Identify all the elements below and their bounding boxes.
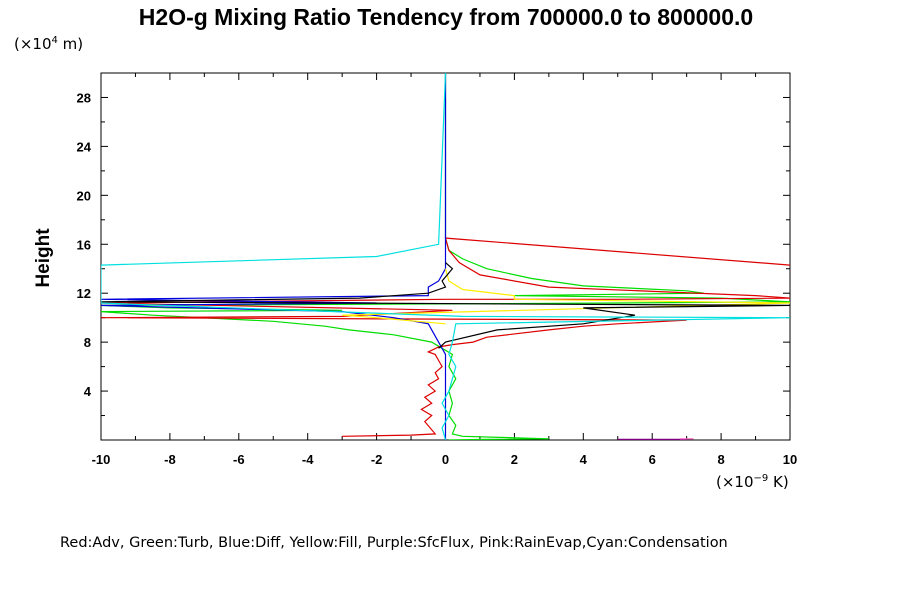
series-line-condensation: [101, 73, 790, 440]
x-tick-label: -2: [371, 452, 383, 467]
series-line-fill: [342, 268, 790, 325]
y-tick-label: 16: [77, 237, 91, 252]
series-line-diff: [101, 73, 447, 440]
x-tick-label: 6: [649, 452, 656, 467]
x-tick-label: -6: [233, 452, 245, 467]
x-tick-label: -4: [302, 452, 314, 467]
x-tick-label: 4: [580, 452, 588, 467]
x-unit-label: (×10−9 K): [716, 473, 789, 491]
series-line-adv: [101, 237, 790, 437]
y-tick-label: 12: [77, 286, 91, 301]
y-unit-label: (×104 m): [14, 35, 83, 53]
y-tick-label: 8: [84, 335, 91, 350]
y-tick-label: 4: [84, 384, 92, 399]
x-tick-label: -8: [164, 452, 176, 467]
x-tick-label: 0: [442, 452, 449, 467]
y-axis-label: Height: [33, 228, 54, 288]
series-line-residual: [101, 262, 790, 349]
chart-title: H2O-g Mixing Ratio Tendency from 700000.…: [139, 4, 753, 30]
legend: Red:Adv, Green:Turb, Blue:Diff, Yellow:F…: [60, 535, 728, 551]
x-tick-label: -10: [92, 452, 111, 467]
x-tick-label: 8: [717, 452, 724, 467]
x-tick-label: 10: [783, 452, 797, 467]
y-tick-label: 28: [77, 90, 91, 105]
y-tick-label: 20: [77, 188, 91, 203]
x-tick-label: 2: [511, 452, 518, 467]
y-tick-label: 24: [77, 139, 92, 154]
